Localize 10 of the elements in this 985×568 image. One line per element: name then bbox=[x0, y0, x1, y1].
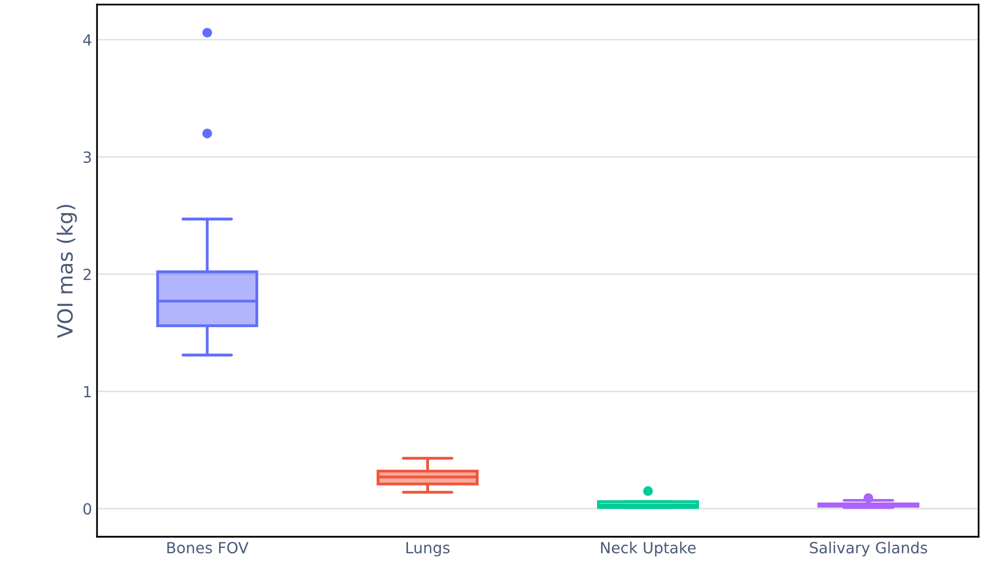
x-tick-label: Bones FOV bbox=[167, 542, 248, 554]
y-tick-label: 4 bbox=[83, 34, 92, 46]
y-tick-label: 1 bbox=[84, 386, 91, 398]
x-tick-label: Lungs bbox=[406, 542, 450, 556]
y-axis-title: VOI mas (kg) bbox=[56, 204, 77, 338]
y-tick-label: 3 bbox=[84, 151, 91, 163]
x-tick-label: Neck Uptake bbox=[601, 542, 696, 556]
y-tick-label: 0 bbox=[83, 503, 92, 515]
y-tick-label: 2 bbox=[84, 268, 91, 280]
x-tick-label: Salivary Glands bbox=[810, 542, 928, 556]
